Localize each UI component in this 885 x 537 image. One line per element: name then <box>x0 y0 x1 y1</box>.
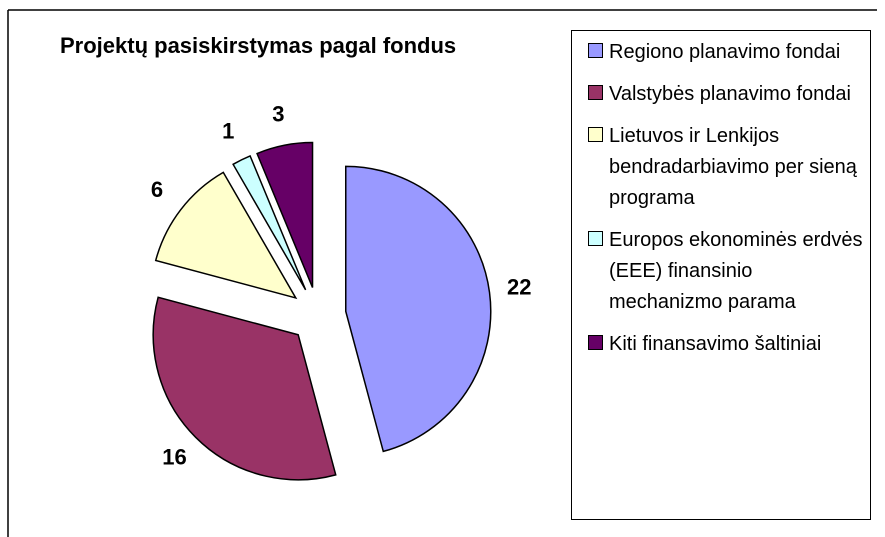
chart-title: Projektų pasiskirstymas pagal fondus <box>60 33 456 58</box>
data-label: 6 <box>151 177 163 202</box>
data-label: 22 <box>507 274 531 299</box>
legend-swatch <box>588 43 603 58</box>
legend-item: Kiti finansavimo šaltiniai <box>588 329 870 360</box>
legend-label: Regiono planavimo fondai <box>609 41 841 63</box>
data-label: 3 <box>272 102 284 127</box>
legend: Regiono planavimo fondai Valstybės planav… <box>571 30 871 520</box>
legend-label: Lietuvos ir Lenkijos bendradarbiavimo pe… <box>609 125 857 209</box>
legend-swatch <box>588 85 603 100</box>
legend-swatch <box>588 231 603 246</box>
legend-item: Lietuvos ir Lenkijos bendradarbiavimo pe… <box>588 121 870 214</box>
legend-swatch <box>588 335 603 350</box>
data-label: 1 <box>222 119 234 144</box>
pie-slice <box>256 141 314 288</box>
pie-slice <box>152 296 337 481</box>
legend-label: Europos ekonominės erdvės (EEE) finansin… <box>609 229 863 313</box>
pie-slice <box>154 171 298 300</box>
legend-item: Regiono planavimo fondai <box>588 37 870 68</box>
data-label: 16 <box>162 444 186 469</box>
pie-slice <box>232 154 307 291</box>
legend-item: Europos ekonominės erdvės (EEE) finansin… <box>588 225 870 318</box>
legend-label: Valstybės planavimo fondai <box>609 83 851 105</box>
legend-swatch <box>588 127 603 142</box>
pie-slice <box>345 165 492 453</box>
legend-label: Kiti finansavimo šaltiniai <box>609 333 822 355</box>
legend-item: Valstybės planavimo fondai <box>588 79 870 110</box>
